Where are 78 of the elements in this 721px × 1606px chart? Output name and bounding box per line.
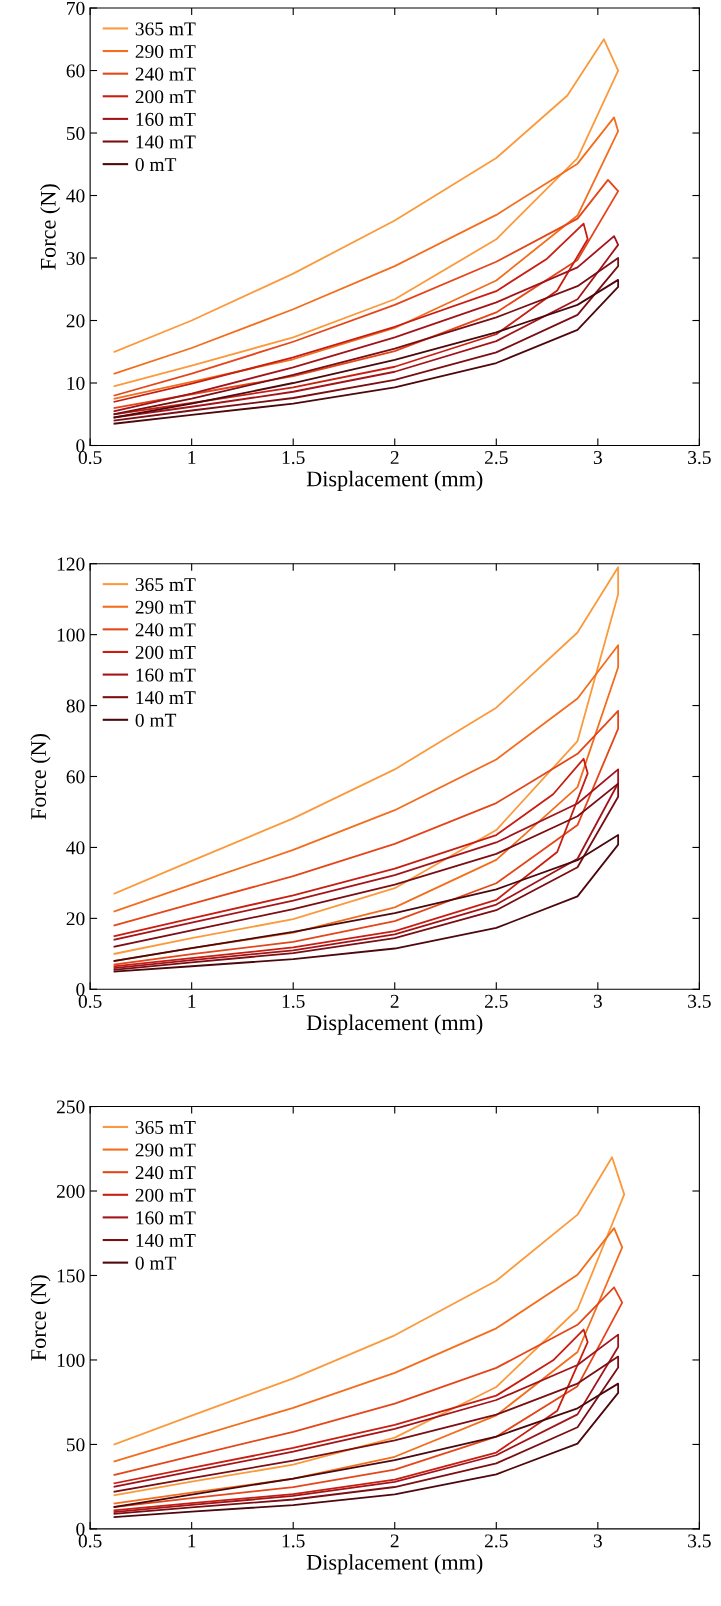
x-tick-label: 1	[188, 451, 196, 464]
legend-label: 200 mT	[135, 645, 196, 659]
x-tick-label: 2.5	[484, 1534, 508, 1548]
x-tick-label: 1.5	[282, 451, 305, 465]
y-tick-label: 150	[57, 1269, 85, 1283]
y-tick-label: 100	[57, 1353, 85, 1367]
y-tick-label: 60	[66, 770, 85, 784]
y-tick-label: 120	[57, 557, 85, 571]
legend-label: 160 mT	[136, 112, 196, 126]
y-tick-label: 250	[56, 1100, 85, 1114]
y-tick-label: 200	[56, 1184, 85, 1198]
x-tick-label: 3.5	[688, 450, 711, 465]
y-tick-label: 100	[57, 628, 85, 642]
x-tick-label: 0.5	[78, 994, 102, 1008]
legend-label: 140 mT	[136, 1233, 196, 1248]
x-tick-label: 3.5	[688, 1534, 711, 1548]
x-tick-label: 2.5	[484, 994, 508, 1008]
x-axis-title: Displacement (mm)	[306, 1014, 483, 1035]
legend-label: 0 mT	[135, 158, 177, 172]
legend-label: 290 mT	[135, 1143, 196, 1157]
legend-label: 290 mT	[135, 600, 196, 614]
y-tick-label: 30	[66, 251, 85, 265]
y-axis-title: Force (N)	[30, 733, 51, 820]
y-tick-label: 50	[66, 126, 85, 140]
y-axis-title: Force (N)	[30, 1275, 51, 1361]
legend-label: 140 mT	[136, 691, 196, 705]
legend-label: 0 mT	[135, 713, 177, 727]
line-series	[113, 1227, 624, 1505]
x-tick-label: 1	[188, 1534, 196, 1548]
line-series	[113, 834, 620, 973]
x-tick-label: 2	[390, 450, 399, 464]
line-series	[113, 1382, 620, 1518]
x-tick-label: 3	[593, 450, 602, 465]
y-tick-label: 20	[66, 912, 85, 926]
line-series	[113, 709, 620, 966]
y-tick-label: 0	[76, 439, 85, 453]
x-tick-label: 0.5	[78, 450, 102, 465]
x-tick-label: 3	[593, 994, 602, 1008]
y-tick-label: 0	[76, 1522, 85, 1536]
x-tick-label: 2	[390, 1534, 399, 1548]
y-tick-label: 10	[67, 376, 85, 390]
x-tick-label: 2	[390, 994, 399, 1008]
legend-label: 160 mT	[136, 1211, 196, 1225]
x-tick-label: 0.5	[78, 1534, 102, 1548]
y-tick-label: 80	[66, 699, 85, 713]
y-tick-label: 0	[76, 983, 85, 997]
legend-label: 290 mT	[135, 44, 196, 59]
legend-label: 240 mT	[135, 67, 196, 81]
x-tick-label: 2.5	[484, 450, 508, 465]
legend-label: 365 mT	[135, 1120, 196, 1134]
y-axis-title: Force (N)	[40, 184, 61, 270]
legend-label: 200 mT	[135, 90, 196, 104]
legend-label: 365 mT	[135, 22, 196, 36]
y-tick-label: 50	[66, 1438, 85, 1452]
legend-label: 0 mT	[135, 1256, 177, 1270]
line-series	[113, 38, 620, 388]
x-tick-label: 1.5	[282, 994, 305, 1008]
line-series	[113, 1286, 624, 1508]
y-tick-label: 40	[66, 841, 85, 855]
line-series	[113, 566, 620, 955]
legend-label: 240 mT	[135, 623, 196, 637]
line-series	[113, 178, 620, 409]
x-tick-label: 1	[188, 994, 196, 1008]
line-series	[113, 1156, 626, 1497]
y-tick-label: 20	[66, 314, 85, 328]
y-tick-label: 70	[67, 1, 85, 15]
x-tick-label: 1.5	[282, 1534, 305, 1548]
x-tick-label: 3	[593, 1534, 602, 1548]
x-tick-label: 3.5	[688, 994, 711, 1008]
legend-label: 140 mT	[136, 135, 196, 149]
legend-label: 200 mT	[135, 1188, 196, 1202]
legend-label: 240 mT	[135, 1166, 196, 1180]
y-tick-label: 40	[66, 189, 85, 203]
y-tick-label: 60	[66, 64, 85, 78]
x-axis-title: Displacement (mm)	[306, 1554, 483, 1575]
legend-label: 160 mT	[136, 668, 196, 682]
legend-label: 365 mT	[135, 578, 196, 592]
x-axis-title: Displacement (mm)	[306, 470, 483, 491]
